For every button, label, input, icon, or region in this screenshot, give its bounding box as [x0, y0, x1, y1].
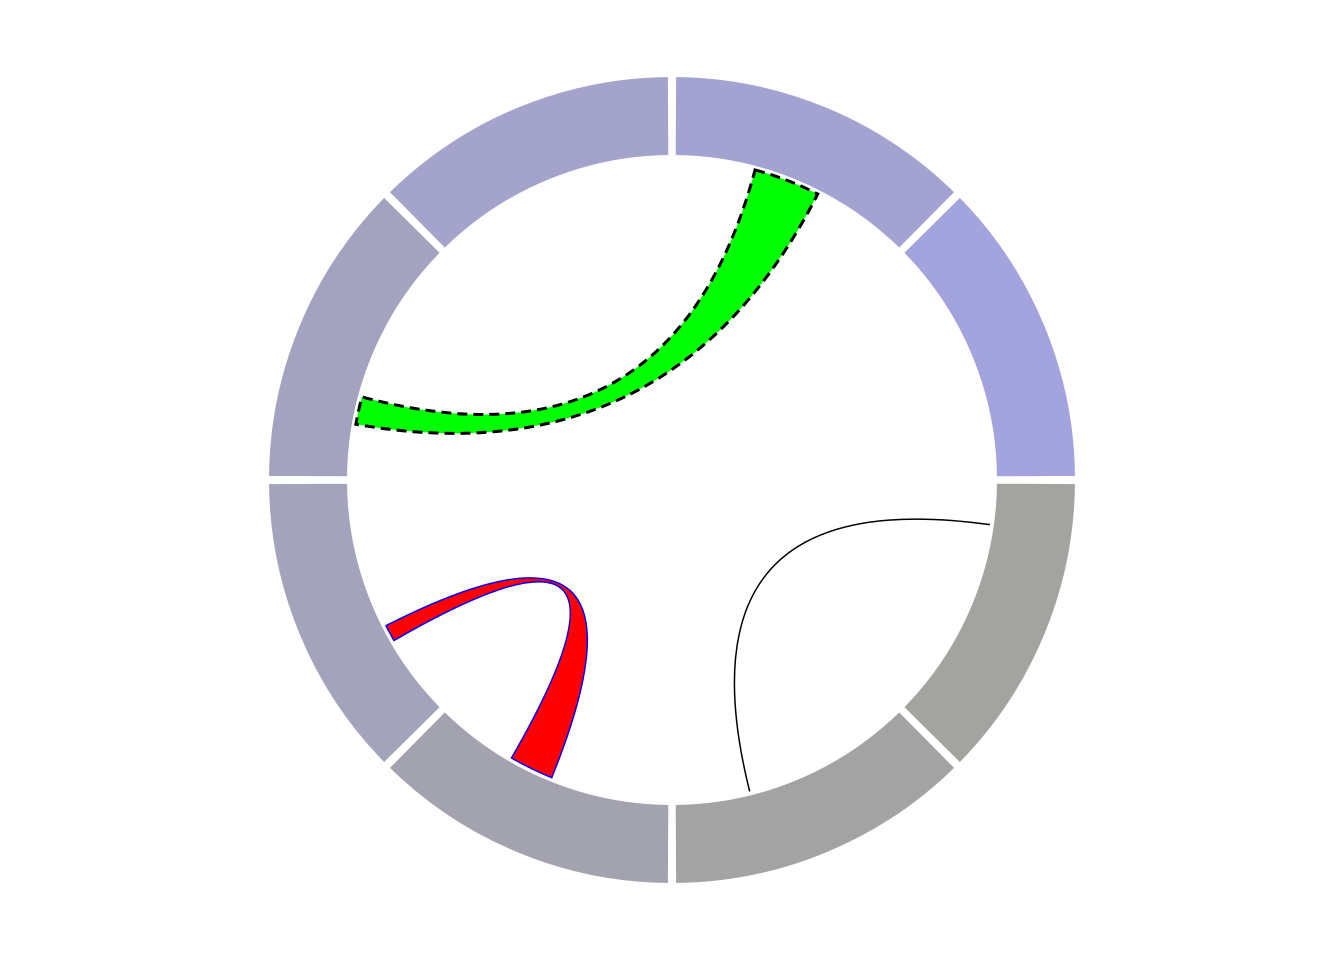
link-1 — [354, 168, 820, 435]
link-layer — [354, 168, 990, 792]
sector-3 — [898, 479, 1080, 768]
sector-ring — [264, 72, 1080, 888]
sector-5 — [384, 706, 673, 888]
sector-4 — [671, 706, 960, 888]
sector-8 — [384, 72, 673, 254]
link-2 — [384, 577, 589, 779]
link-3 — [733, 518, 990, 792]
sector-6 — [264, 479, 446, 768]
sector-2 — [898, 192, 1080, 481]
sector-1 — [671, 72, 960, 254]
sector-7 — [264, 192, 446, 481]
